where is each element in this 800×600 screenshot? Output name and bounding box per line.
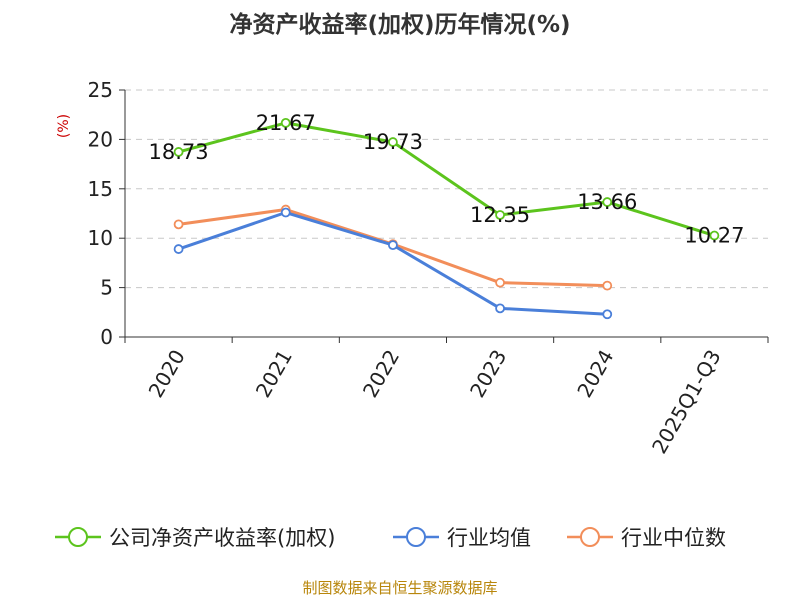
grid-lines [125, 89, 768, 289]
data-point [280, 118, 291, 128]
data-point [173, 219, 184, 230]
chart-title: 净资产收益率(加权)历年情况(%) [229, 11, 570, 38]
x-tick-label: 2020 [144, 346, 190, 402]
x-tick-label: 2025Q1-Q3 [647, 346, 726, 458]
series-line [178, 211, 608, 316]
y-tick-label: 5 [100, 276, 113, 300]
data-labels: 18.73 21.67 19.73 12.35 13.66 10.27 [149, 111, 745, 248]
y-tick-label: 25 [88, 78, 113, 102]
legend-marker-icon [68, 527, 88, 547]
legend-marker-icon [580, 527, 600, 547]
y-axis-unit-label: (%) [56, 114, 72, 138]
data-point [388, 137, 398, 147]
axes: 0 5 10 15 20 25 2020 2021 2022 2023 2024 2025Q1-Q3 [88, 78, 769, 458]
data-point [495, 210, 505, 220]
data-label: 13.66 [577, 190, 637, 214]
series-lines [173, 118, 720, 320]
legend-label: 行业中位数 [621, 526, 726, 550]
y-tick-label: 20 [88, 127, 113, 151]
data-point [495, 277, 505, 288]
data-point [602, 309, 613, 320]
x-tick-label: 2023 [465, 346, 511, 402]
x-tick-label: 2021 [251, 346, 297, 402]
source-note: 制图数据来自恒生聚源数据库 [302, 579, 497, 597]
y-tick-label: 0 [100, 325, 113, 349]
legend-label: 公司净资产收益率(加权) [109, 526, 335, 550]
data-label: 18.73 [149, 140, 209, 164]
data-label: 12.35 [470, 203, 530, 227]
data-point [280, 207, 291, 218]
data-label: 19.73 [363, 130, 423, 154]
data-point [709, 230, 720, 241]
data-point [495, 303, 505, 314]
data-label: 10.27 [684, 224, 744, 248]
data-point [173, 244, 184, 254]
y-tick-label: 10 [88, 226, 113, 250]
data-point [173, 147, 184, 157]
series-line [178, 121, 715, 237]
data-point [602, 280, 613, 291]
data-point [602, 197, 613, 207]
data-point [388, 240, 398, 251]
y-tick-label: 15 [88, 177, 113, 201]
legend: 公司净资产收益率(加权) 行业均值 行业中位数 [55, 526, 726, 550]
legend-marker-icon [406, 527, 426, 547]
legend-label: 行业均值 [447, 526, 531, 550]
x-tick-label: 2024 [572, 346, 618, 402]
x-tick-label: 2022 [358, 346, 404, 402]
data-label: 21.67 [256, 111, 316, 135]
